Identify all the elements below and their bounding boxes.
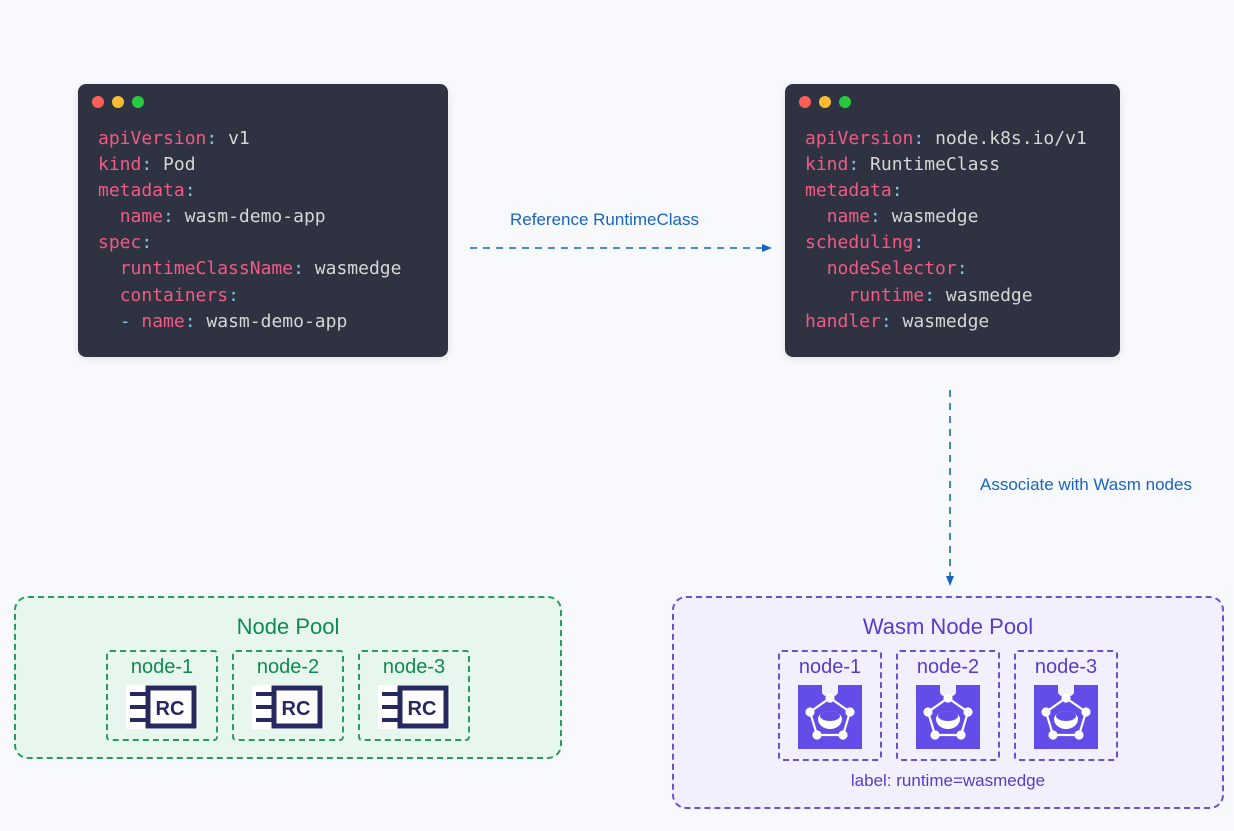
node-box: node-2 RC — [232, 650, 344, 741]
node-box: node-3 — [1014, 650, 1118, 761]
runtimeclass-yaml-window: apiVersion: node.k8s.io/v1 kind: Runtime… — [785, 84, 1120, 357]
pod-yaml-window: apiVersion: v1 kind: Pod metadata: name:… — [78, 84, 448, 357]
wasm-node-pool-label: label: runtime=wasmedge — [692, 771, 1204, 791]
reference-arrow — [470, 243, 770, 255]
wasm-node-pool: Wasm Node Pool node-1 node-2 — [672, 596, 1224, 809]
svg-text:RC: RC — [408, 698, 437, 720]
zoom-dot — [132, 96, 144, 108]
zoom-dot — [839, 96, 851, 108]
wasmedge-icon — [798, 685, 862, 749]
wasmedge-icon — [916, 685, 980, 749]
node-pool: Node Pool node-1 RC node-2 RC node-3 RC — [14, 596, 562, 759]
node-label: node-2 — [917, 656, 979, 679]
node-pool-nodes: node-1 RC node-2 RC node-3 RC — [34, 650, 542, 741]
close-dot — [92, 96, 104, 108]
minimize-dot — [819, 96, 831, 108]
runc-icon: RC — [126, 685, 198, 729]
node-label: node-3 — [383, 656, 445, 679]
node-box: node-2 — [896, 650, 1000, 761]
node-label: node-2 — [257, 656, 319, 679]
runc-icon: RC — [252, 685, 324, 729]
node-label: node-3 — [1035, 656, 1097, 679]
associate-arrow-label: Associate with Wasm nodes — [980, 475, 1192, 495]
wasmedge-icon — [1034, 685, 1098, 749]
window-titlebar — [78, 84, 448, 112]
node-label: node-1 — [799, 656, 861, 679]
wasm-node-pool-nodes: node-1 node-2 node-3 — [692, 650, 1204, 761]
minimize-dot — [112, 96, 124, 108]
reference-arrow-label: Reference RuntimeClass — [510, 210, 699, 230]
node-pool-title: Node Pool — [34, 614, 542, 640]
node-label: node-1 — [131, 656, 193, 679]
node-box: node-1 — [778, 650, 882, 761]
close-dot — [799, 96, 811, 108]
window-titlebar — [785, 84, 1120, 112]
associate-arrow — [944, 390, 956, 588]
svg-text:RC: RC — [282, 698, 311, 720]
runtimeclass-yaml-code: apiVersion: node.k8s.io/v1 kind: Runtime… — [785, 112, 1120, 357]
svg-text:RC: RC — [156, 698, 185, 720]
wasm-node-pool-title: Wasm Node Pool — [692, 614, 1204, 640]
node-box: node-1 RC — [106, 650, 218, 741]
node-box: node-3 RC — [358, 650, 470, 741]
runc-icon: RC — [378, 685, 450, 729]
pod-yaml-code: apiVersion: v1 kind: Pod metadata: name:… — [78, 112, 448, 357]
